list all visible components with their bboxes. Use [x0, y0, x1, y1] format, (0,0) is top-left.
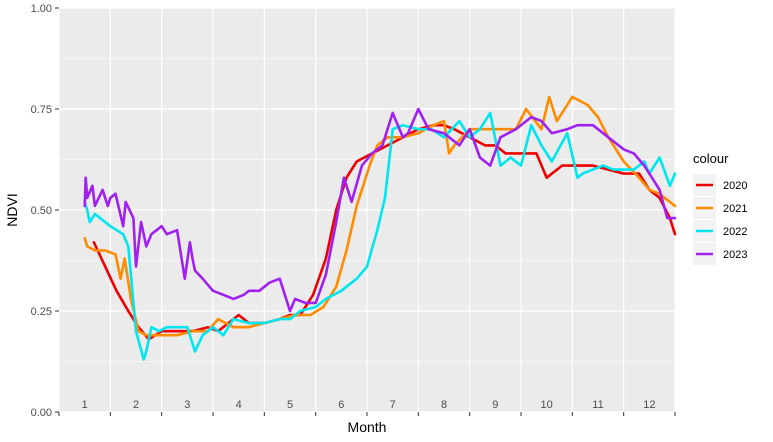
legend-title: colour: [693, 151, 729, 166]
legend-label-2023: 2023: [723, 249, 747, 261]
legend-label-2021: 2021: [723, 203, 747, 215]
y-tick-label: 0.25: [31, 306, 52, 318]
series-line-2023: [83, 107, 677, 313]
x-tick-label: 9: [492, 399, 498, 411]
x-tick-label: 1: [82, 399, 88, 411]
y-tick-label: 0.50: [31, 205, 52, 217]
y-axis-title: NDVI: [4, 193, 20, 226]
y-axis: 0.00 0.25 0.50 0.75 1.00: [31, 3, 59, 419]
series-lines: [83, 95, 677, 361]
x-tick-label: 10: [541, 399, 553, 411]
legend-label-2022: 2022: [723, 226, 747, 238]
legend: colour 2020 2021 2022 2023: [693, 151, 747, 265]
y-tick-label: 0.00: [31, 407, 52, 419]
x-axis-title: Month: [348, 419, 387, 435]
series-line-2021: [83, 95, 677, 337]
x-tick-label: 7: [390, 399, 396, 411]
x-tick-label: 6: [338, 399, 344, 411]
x-tick-label: 3: [184, 399, 190, 411]
x-axis: 1 2 3 4 5 6 7 8 9 10 11 12: [58, 399, 676, 416]
x-tick-label: 4: [236, 399, 242, 411]
legend-label-2020: 2020: [723, 180, 747, 192]
x-tick-label: 12: [643, 399, 655, 411]
x-tick-label: 8: [441, 399, 447, 411]
y-tick-label: 1.00: [31, 3, 52, 15]
x-tick-label: 11: [592, 399, 603, 411]
x-tick-label: 2: [133, 399, 139, 411]
series-line-2022: [83, 111, 677, 361]
x-tick-label: 5: [287, 399, 293, 411]
y-tick-label: 0.75: [31, 104, 52, 116]
